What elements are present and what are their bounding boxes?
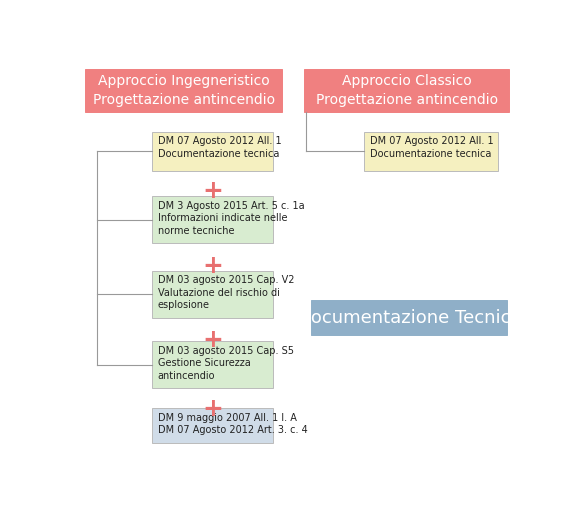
Text: DM 07 Agosto 2012 All. 1
Documentazione tecnica: DM 07 Agosto 2012 All. 1 Documentazione …: [370, 136, 494, 159]
Text: +: +: [202, 328, 223, 352]
Text: Documentazione Tecnica: Documentazione Tecnica: [297, 309, 521, 327]
FancyBboxPatch shape: [152, 342, 273, 388]
FancyBboxPatch shape: [152, 196, 273, 243]
Text: +: +: [202, 179, 223, 203]
FancyBboxPatch shape: [152, 132, 273, 171]
Text: Approccio Ingegneristico
Progettazione antincendio: Approccio Ingegneristico Progettazione a…: [93, 74, 275, 107]
Text: DM 07 Agosto 2012 All. 1
Documentazione tecnica: DM 07 Agosto 2012 All. 1 Documentazione …: [158, 136, 281, 159]
FancyBboxPatch shape: [85, 69, 282, 112]
FancyBboxPatch shape: [365, 132, 498, 171]
Text: Approccio Classico
Progettazione antincendio: Approccio Classico Progettazione antince…: [316, 74, 498, 107]
Text: +: +: [202, 253, 223, 278]
FancyBboxPatch shape: [152, 271, 273, 318]
Text: DM 9 maggio 2007 All. 1 l. A
DM 07 Agosto 2012 Art. 3. c. 4: DM 9 maggio 2007 All. 1 l. A DM 07 Agost…: [158, 413, 308, 435]
FancyBboxPatch shape: [152, 408, 273, 443]
Text: +: +: [202, 397, 223, 421]
Text: DM 03 agosto 2015 Cap. S5
Gestione Sicurezza
antincendio: DM 03 agosto 2015 Cap. S5 Gestione Sicur…: [158, 346, 294, 381]
FancyBboxPatch shape: [311, 300, 507, 335]
Text: DM 3 Agosto 2015 Art. 5 c. 1a
Informazioni indicate nelle
norme tecniche: DM 3 Agosto 2015 Art. 5 c. 1a Informazio…: [158, 201, 304, 236]
FancyBboxPatch shape: [304, 69, 509, 112]
Text: DM 03 agosto 2015 Cap. V2
Valutazione del rischio di
esplosione: DM 03 agosto 2015 Cap. V2 Valutazione de…: [158, 275, 294, 310]
